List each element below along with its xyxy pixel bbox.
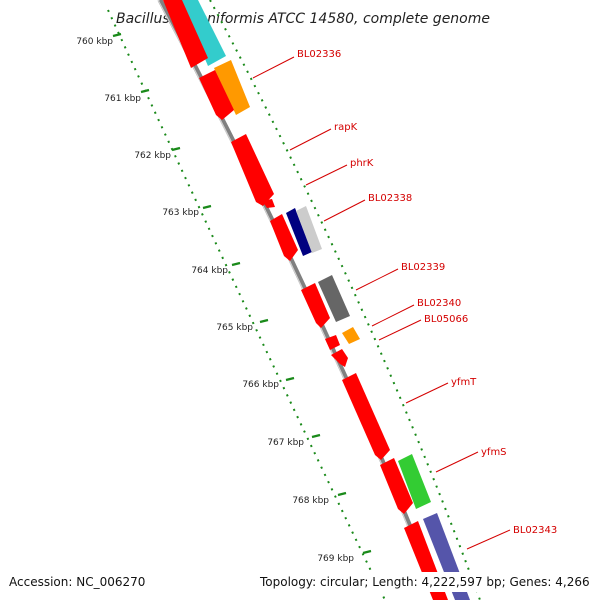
cds-arrow: [331, 349, 348, 367]
topology-text: Topology: circular; Length: 4,222,597 bp…: [259, 575, 590, 589]
leader-line: [252, 56, 295, 79]
label-leaders: [252, 56, 511, 550]
gene-label: BL02343: [513, 525, 557, 536]
tick-mark: [231, 261, 241, 267]
tick-label: 769 kbp: [317, 554, 354, 564]
cds-arrow: [163, 0, 208, 68]
tick-label: 766 kbp: [242, 380, 279, 390]
cds-arrow: [325, 335, 340, 350]
ruler-ticks: [112, 32, 372, 555]
tick-mark: [362, 549, 372, 555]
leader-line: [405, 382, 449, 404]
tick-label: 765 kbp: [216, 323, 253, 333]
tick-label: 768 kbp: [292, 496, 329, 506]
gene-label: yfmT: [451, 377, 477, 388]
cds-arrow: [270, 214, 298, 261]
gene-label: BL02340: [417, 298, 461, 309]
tick-mark: [140, 88, 150, 94]
leader-line: [355, 268, 399, 291]
genome-backbone: [157, 0, 443, 600]
cds-arrow: [262, 199, 275, 208]
tick-label: 763 kbp: [162, 208, 199, 218]
tick-mark: [259, 318, 269, 324]
footer-accession-bg: [5, 572, 150, 592]
gene-label: BL02338: [368, 193, 412, 204]
leader-line: [323, 199, 366, 222]
tick-mark: [171, 146, 181, 152]
leader-line: [435, 451, 479, 473]
feature-cyan: [180, 0, 226, 66]
footer-topology-bg: [256, 572, 596, 592]
leader-line: [371, 304, 415, 327]
tick-mark: [311, 433, 321, 439]
gene-label: rapK: [334, 122, 358, 133]
leader-line: [305, 164, 348, 186]
feature-orange: [214, 60, 250, 115]
tick-mark: [285, 376, 295, 382]
feature-green: [398, 454, 431, 509]
feature-navy: [286, 208, 312, 256]
gene-label: yfmS: [481, 447, 507, 458]
feature-orange-small: [342, 327, 360, 344]
gene-label: BL05066: [424, 314, 468, 325]
cds-arrow: [199, 70, 234, 120]
tick-label: 762 kbp: [134, 151, 171, 161]
cds-arrow: [231, 134, 274, 206]
gene-label: phrK: [350, 158, 374, 169]
feature-dark-gray: [318, 275, 350, 322]
gene-label: BL02339: [401, 262, 445, 273]
cds-arrow: [301, 283, 330, 328]
tick-mark: [337, 491, 347, 497]
tick-mark: [202, 204, 212, 210]
tick-mark: [112, 32, 122, 38]
tick-label: 760 kbp: [76, 37, 113, 47]
leader-line: [289, 128, 332, 151]
leader-line: [466, 529, 511, 550]
leader-line: [378, 319, 422, 341]
tick-label: 761 kbp: [104, 94, 141, 104]
genome-backbone-highlight: [157, 0, 439, 600]
accession-text: Accession: NC_006270: [9, 575, 145, 589]
gene-label: BL02336: [297, 49, 341, 60]
tick-label: 767 kbp: [267, 438, 304, 448]
tick-label: 764 kbp: [191, 266, 228, 276]
cds-arrow: [380, 458, 413, 514]
feature-light-gray: [296, 206, 322, 253]
cds-arrow: [342, 373, 390, 460]
